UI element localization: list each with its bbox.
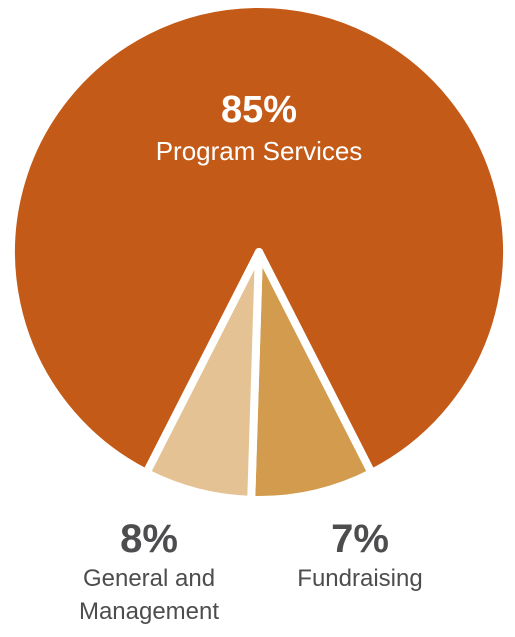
pie-slice-3 <box>142 248 263 504</box>
slice-percent-2: 8% <box>120 517 178 561</box>
slice-label-2-line-1: General and <box>83 565 215 592</box>
pie-slice-2 <box>247 248 376 504</box>
slice-label-group-3: 7% Fundraising <box>297 517 422 592</box>
pie-labels: 85% Program Services 8% General and Manageme… <box>79 89 423 625</box>
slice-label-1-line-1: Program Services <box>156 136 363 166</box>
slice-label-2-line-2: Management <box>79 598 219 625</box>
slice-label-group-1: 85% Program Services <box>156 89 363 166</box>
slice-percent-3: 7% <box>331 517 389 561</box>
slice-percent-1: 85% <box>221 89 297 131</box>
slice-label-3-line-1: Fundraising <box>297 565 422 592</box>
slice-label-group-2: 8% General and Management <box>79 517 219 625</box>
pie-slices <box>7 0 511 504</box>
pie-slice-1 <box>7 0 511 477</box>
